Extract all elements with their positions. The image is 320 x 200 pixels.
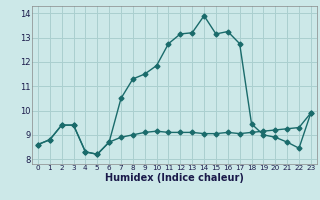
X-axis label: Humidex (Indice chaleur): Humidex (Indice chaleur)	[105, 173, 244, 183]
